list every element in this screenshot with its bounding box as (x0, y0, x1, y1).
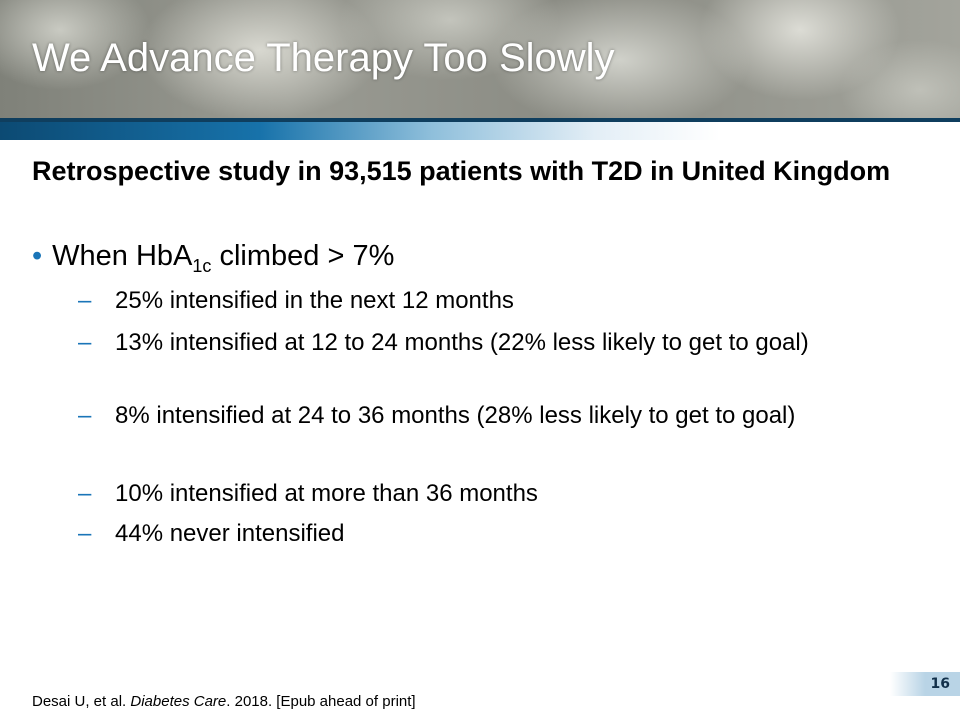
bullet-subscript: 1c (192, 255, 212, 276)
slide-heading: Retrospective study in 93,515 patients w… (32, 156, 891, 186)
dash-icon: – (78, 402, 92, 429)
citation-details: . 2018. [Epub ahead of print] (226, 693, 416, 710)
sub-bullet: –8% intensified at 24 to 36 months (28% … (78, 400, 898, 431)
sub-bullet: –10% intensified at more than 36 months (78, 478, 898, 509)
bullet-main: • When HbA1c climbed > 7% (32, 240, 394, 277)
sub-bullet: –25% intensified in the next 12 months (78, 285, 898, 316)
sub-bullet-text: 13% intensified at 12 to 24 months (22% … (115, 329, 809, 356)
bullet-icon: • (32, 240, 43, 272)
dash-icon: – (78, 329, 92, 356)
sub-bullet-text: 44% never intensified (115, 520, 345, 547)
header-divider (0, 118, 960, 122)
bullet-text: When HbA (52, 240, 193, 272)
sub-bullet: –44% never intensified (78, 518, 898, 549)
bullet-text-suffix: climbed > 7% (211, 240, 395, 272)
sub-bullet-text: 8% intensified at 24 to 36 months (28% l… (115, 402, 796, 429)
dash-icon: – (78, 480, 92, 507)
sub-bullet-text: 25% intensified in the next 12 months (115, 287, 514, 314)
page-number: 16 (890, 672, 960, 696)
header-gradient-bar (0, 122, 960, 140)
sub-bullet-text: 10% intensified at more than 36 months (115, 480, 538, 507)
citation-authors: Desai U, et al. (32, 693, 131, 710)
citation-journal: Diabetes Care (130, 693, 227, 710)
sub-bullet: –13% intensified at 12 to 24 months (22%… (78, 327, 898, 358)
citation: Desai U, et al. Diabetes Care. 2018. [Ep… (32, 693, 416, 710)
header-image-sugar-cubes (0, 0, 960, 119)
dash-icon: – (78, 287, 92, 314)
dash-icon: – (78, 520, 92, 547)
slide-title: We Advance Therapy Too Slowly (32, 36, 615, 80)
